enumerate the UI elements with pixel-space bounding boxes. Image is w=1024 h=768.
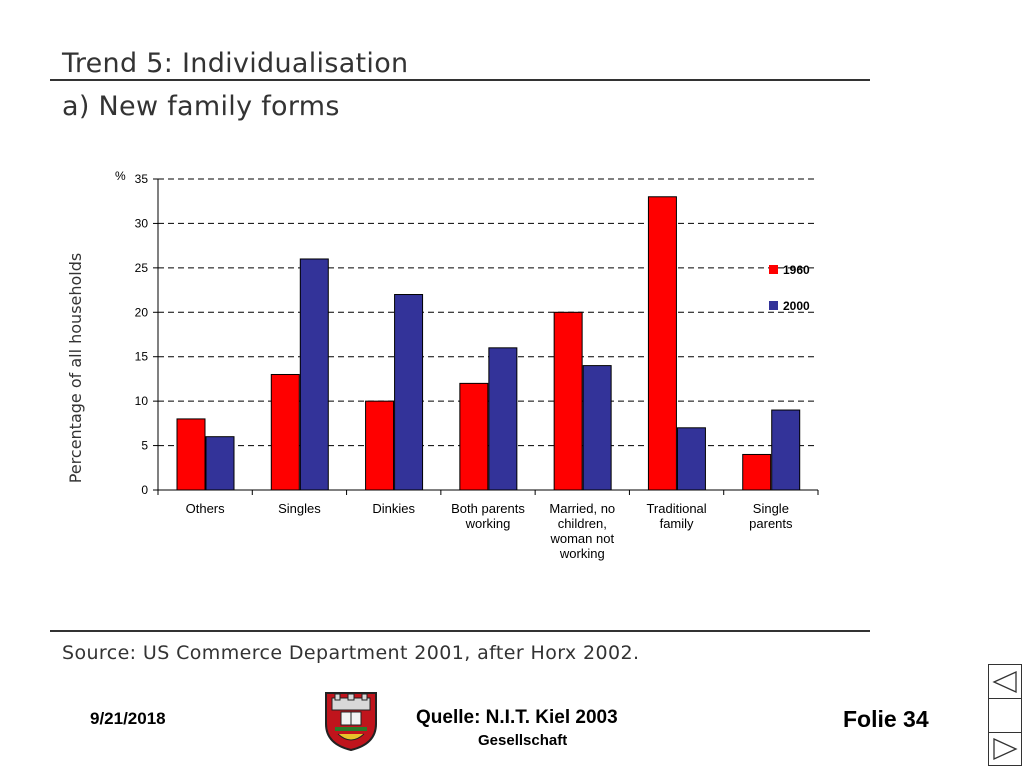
legend-label: 1960 xyxy=(783,263,810,277)
y-tick-label: 35 xyxy=(135,172,149,186)
triangle-right-icon xyxy=(993,737,1018,760)
next-slide-button[interactable] xyxy=(989,732,1021,765)
bar-2000 xyxy=(205,436,235,491)
footer-society-text: Gesellschaft xyxy=(478,732,568,746)
bar-1960 xyxy=(647,196,677,491)
slide-title: Trend 5: Individualisation xyxy=(62,48,409,79)
triangle-left-icon xyxy=(992,670,1017,693)
bar-2000 xyxy=(394,294,424,491)
y-tick-label: 30 xyxy=(135,216,149,230)
y-tick-label: 20 xyxy=(135,305,149,319)
x-category-label: woman not xyxy=(549,531,614,546)
bar-chart: 0 5 10 15 20 25 30 35% Percentage of all househo… xyxy=(66,169,819,561)
bar-2000 xyxy=(771,409,801,491)
bar-1960 xyxy=(459,382,489,491)
x-category-label: Single xyxy=(753,501,789,516)
slide-subtitle: a) New family forms xyxy=(62,91,340,122)
y-tick-label: 5 xyxy=(141,439,148,453)
bar-2000 xyxy=(299,258,329,491)
title-divider xyxy=(50,79,870,81)
x-category-label: parents xyxy=(749,516,793,531)
legend-label: 2000 xyxy=(783,299,810,313)
footer-date: 9/21/2018 xyxy=(90,709,166,728)
x-category-label: working xyxy=(465,516,511,531)
bar-1960 xyxy=(176,418,206,491)
bar-2000 xyxy=(676,427,706,491)
bar-1960 xyxy=(553,311,583,491)
x-category-label: Traditional xyxy=(646,501,706,516)
source-text: Source: US Commerce Department 2001, aft… xyxy=(62,642,640,664)
slide-menu-button[interactable] xyxy=(989,698,1021,733)
y-unit-label: % xyxy=(115,169,126,183)
footer-source: Quelle: N.I.T. Kiel 2003 xyxy=(416,707,618,728)
x-category-label: Both parents xyxy=(451,501,525,516)
x-category-label: Others xyxy=(186,501,226,516)
legend-swatch-2000 xyxy=(769,301,778,310)
bar-1960 xyxy=(742,453,772,491)
y-tick-label: 0 xyxy=(141,483,148,497)
previous-slide-button[interactable] xyxy=(989,665,1021,699)
source-divider xyxy=(50,630,870,632)
y-tick-label: 25 xyxy=(135,261,149,275)
y-tick-label: 15 xyxy=(135,350,149,364)
x-category-label: children, xyxy=(558,516,607,531)
slide-number: Folie 34 xyxy=(843,706,929,732)
legend-swatch-1960 xyxy=(769,265,778,274)
university-crest-icon xyxy=(325,692,377,752)
x-category-label: Dinkies xyxy=(372,501,415,516)
y-axis-label: Percentage of all households xyxy=(66,253,85,484)
bar-1960 xyxy=(365,400,395,491)
slide-navigation xyxy=(988,664,1022,766)
y-tick-label: 10 xyxy=(135,394,149,408)
x-category-label: Singles xyxy=(278,501,321,516)
x-category-label: working xyxy=(559,546,605,561)
bar-2000 xyxy=(488,347,518,491)
x-category-label: Married, no xyxy=(549,501,615,516)
bar-2000 xyxy=(582,365,612,491)
bar-1960 xyxy=(270,373,300,491)
x-category-label: family xyxy=(660,516,694,531)
